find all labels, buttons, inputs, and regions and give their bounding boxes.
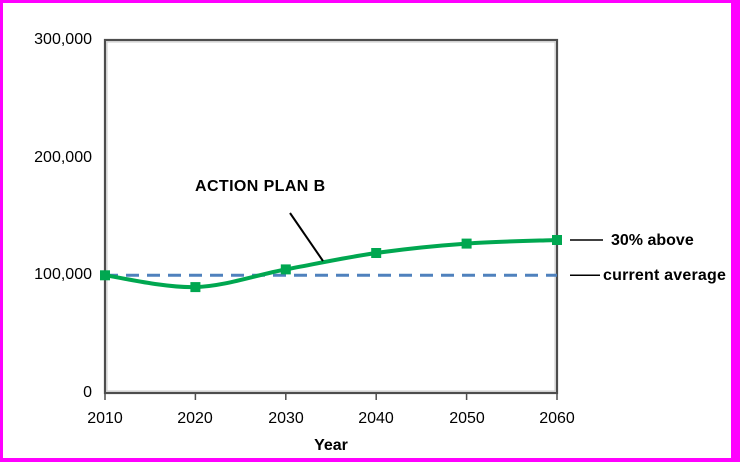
x-axis-tick-label: 2050 [449, 410, 485, 427]
x-axis-tick-label: 2060 [539, 410, 575, 427]
plot-area [100, 38, 603, 400]
data-point-marker [100, 270, 110, 281]
series-line [103, 238, 559, 290]
data-point-marker [461, 238, 472, 249]
x-axis-tick-label: 2020 [177, 410, 213, 427]
data-point-marker [280, 264, 291, 275]
series-annotation-leader-line [289, 212, 324, 262]
reference-line-annotation-label: current average [603, 267, 727, 284]
x-axis-tick-label: 2010 [87, 410, 123, 427]
y-axis-tick-label: 200,000 [34, 149, 92, 166]
series-annotation-label: ACTION PLAN B [195, 178, 326, 195]
end-value-annotation-label: 30% above [611, 232, 694, 249]
x-axis-tick-label: 2030 [268, 410, 304, 427]
x-axis-title: Year [314, 437, 348, 454]
plot-border [103, 38, 559, 395]
x-axis-tick-label: 2040 [358, 410, 394, 427]
plot-border-highlight [106, 41, 556, 392]
y-axis-tick-label: 100,000 [34, 266, 92, 283]
y-axis-tick-label: 300,000 [34, 31, 92, 48]
data-point-marker [552, 235, 562, 245]
data-point-marker [190, 282, 201, 293]
y-axis-tick-label: 0 [83, 384, 92, 401]
data-point-marker [371, 248, 382, 258]
